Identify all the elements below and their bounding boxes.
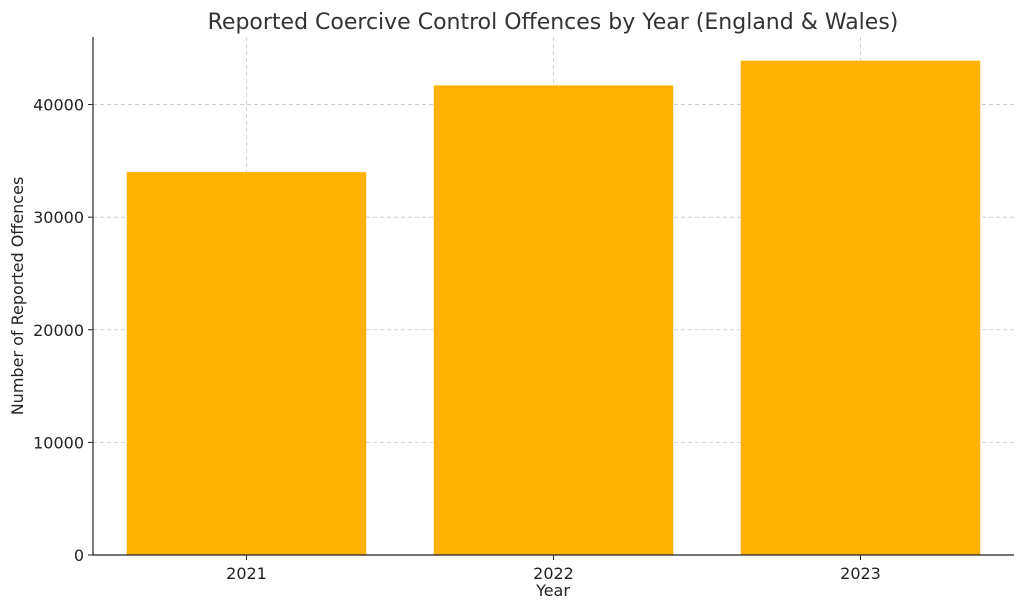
y-tick-label: 0 [74, 546, 84, 565]
x-tick-label: 2022 [533, 564, 574, 583]
bars [126, 60, 981, 555]
bar-2022 [433, 85, 674, 555]
x-tick-label: 2023 [840, 564, 881, 583]
bar-2021 [126, 172, 367, 555]
y-tick-label: 20000 [33, 321, 84, 340]
x-axis-label: Year [535, 581, 570, 600]
bar-2023 [740, 60, 981, 555]
y-tick-label: 10000 [33, 433, 84, 452]
y-tick-label: 30000 [33, 208, 84, 227]
y-ticks: 0 10000 20000 30000 40000 [33, 96, 93, 565]
chart-title: Reported Coercive Control Offences by Ye… [208, 10, 899, 35]
y-axis-label: Number of Reported Offences [8, 177, 27, 416]
x-ticks: 2021 2022 2023 [226, 555, 881, 583]
y-tick-label: 40000 [33, 96, 84, 115]
x-tick-label: 2021 [226, 564, 267, 583]
